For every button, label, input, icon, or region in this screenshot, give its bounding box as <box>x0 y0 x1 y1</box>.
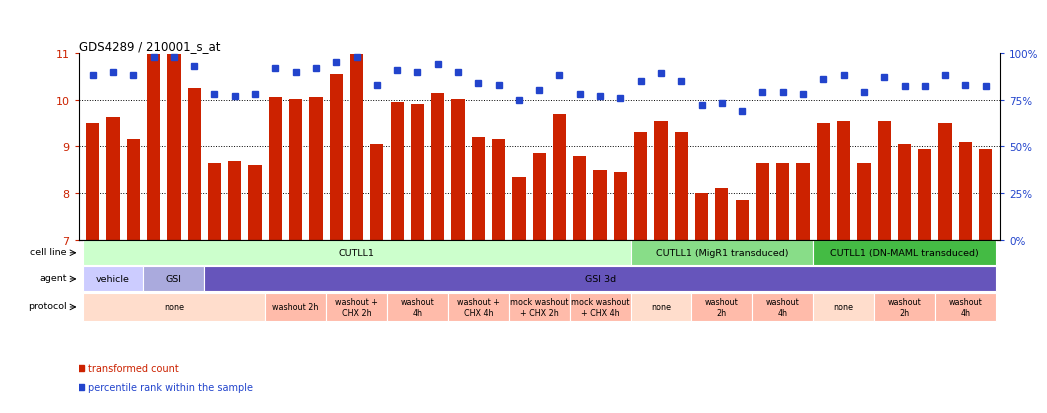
Bar <box>86 123 99 240</box>
Bar <box>326 293 387 322</box>
Bar <box>573 156 586 240</box>
Bar <box>570 293 630 322</box>
Bar <box>350 55 363 240</box>
Text: GSI 3d: GSI 3d <box>584 275 616 284</box>
Bar <box>371 145 383 240</box>
Bar <box>630 293 691 322</box>
Bar <box>248 166 262 240</box>
Bar <box>107 118 119 240</box>
Bar <box>204 267 996 292</box>
Text: GDS4289 / 210001_s_at: GDS4289 / 210001_s_at <box>79 40 220 52</box>
Bar <box>83 267 143 292</box>
Bar <box>492 140 506 240</box>
Bar <box>695 194 708 240</box>
Bar <box>674 133 688 240</box>
Bar <box>756 163 770 240</box>
Bar <box>874 293 935 322</box>
Text: agent: agent <box>39 273 67 282</box>
Bar <box>634 133 647 240</box>
Bar <box>753 293 814 322</box>
Text: mock washout
+ CHX 4h: mock washout + CHX 4h <box>571 297 629 317</box>
Text: none: none <box>164 303 184 312</box>
Bar <box>228 162 242 240</box>
Bar <box>330 75 342 240</box>
Bar <box>143 267 204 292</box>
Text: protocol: protocol <box>28 301 67 310</box>
Bar <box>265 293 326 322</box>
Bar <box>410 105 424 240</box>
Bar <box>817 123 830 240</box>
Bar <box>938 123 952 240</box>
Bar <box>877 121 891 240</box>
Text: cell line: cell line <box>30 247 67 256</box>
Bar <box>614 173 627 240</box>
Text: washout
4h: washout 4h <box>401 297 435 317</box>
Bar <box>959 142 972 240</box>
Text: mock washout
+ CHX 2h: mock washout + CHX 2h <box>510 297 569 317</box>
Text: CUTLL1 (DN-MAML transduced): CUTLL1 (DN-MAML transduced) <box>830 249 979 258</box>
Text: vehicle: vehicle <box>96 275 130 284</box>
Text: washout
4h: washout 4h <box>765 297 800 317</box>
Text: washout
4h: washout 4h <box>949 297 982 317</box>
Bar <box>387 293 448 322</box>
Bar <box>127 140 140 240</box>
Text: GSI: GSI <box>165 275 182 284</box>
Bar <box>776 163 789 240</box>
Bar <box>594 170 606 240</box>
Bar <box>736 200 749 240</box>
Bar <box>979 149 993 240</box>
Bar <box>391 102 404 240</box>
Bar <box>431 93 444 240</box>
Bar <box>630 241 814 266</box>
Bar <box>147 55 160 240</box>
Bar <box>935 293 996 322</box>
Bar <box>715 189 729 240</box>
Bar <box>553 114 566 240</box>
Text: washout
2h: washout 2h <box>705 297 739 317</box>
Text: CUTLL1 (MigR1 transduced): CUTLL1 (MigR1 transduced) <box>655 249 788 258</box>
Bar <box>83 241 630 266</box>
Bar <box>168 55 180 240</box>
Bar <box>857 163 870 240</box>
Bar <box>918 149 932 240</box>
Text: washout +
CHX 2h: washout + CHX 2h <box>335 297 378 317</box>
Text: none: none <box>651 303 671 312</box>
Bar <box>814 241 996 266</box>
Text: washout +
CHX 4h: washout + CHX 4h <box>456 297 499 317</box>
Bar <box>837 121 850 240</box>
Bar <box>814 293 874 322</box>
Text: transformed count: transformed count <box>88 363 179 374</box>
Bar <box>898 145 911 240</box>
Text: none: none <box>833 303 853 312</box>
Bar <box>533 154 545 240</box>
Bar <box>83 293 265 322</box>
Bar <box>472 138 485 240</box>
Bar <box>309 98 322 240</box>
Bar <box>208 163 221 240</box>
Bar <box>797 163 809 240</box>
Bar <box>448 293 509 322</box>
Bar <box>512 177 526 240</box>
Bar <box>654 121 668 240</box>
Bar <box>691 293 753 322</box>
Text: percentile rank within the sample: percentile rank within the sample <box>88 382 253 392</box>
Text: washout
2h: washout 2h <box>888 297 921 317</box>
Text: CUTLL1: CUTLL1 <box>338 249 375 258</box>
Bar <box>289 100 303 240</box>
Bar <box>187 89 201 240</box>
Bar <box>509 293 570 322</box>
Bar <box>451 100 465 240</box>
Text: washout 2h: washout 2h <box>272 303 319 312</box>
Bar <box>269 98 282 240</box>
